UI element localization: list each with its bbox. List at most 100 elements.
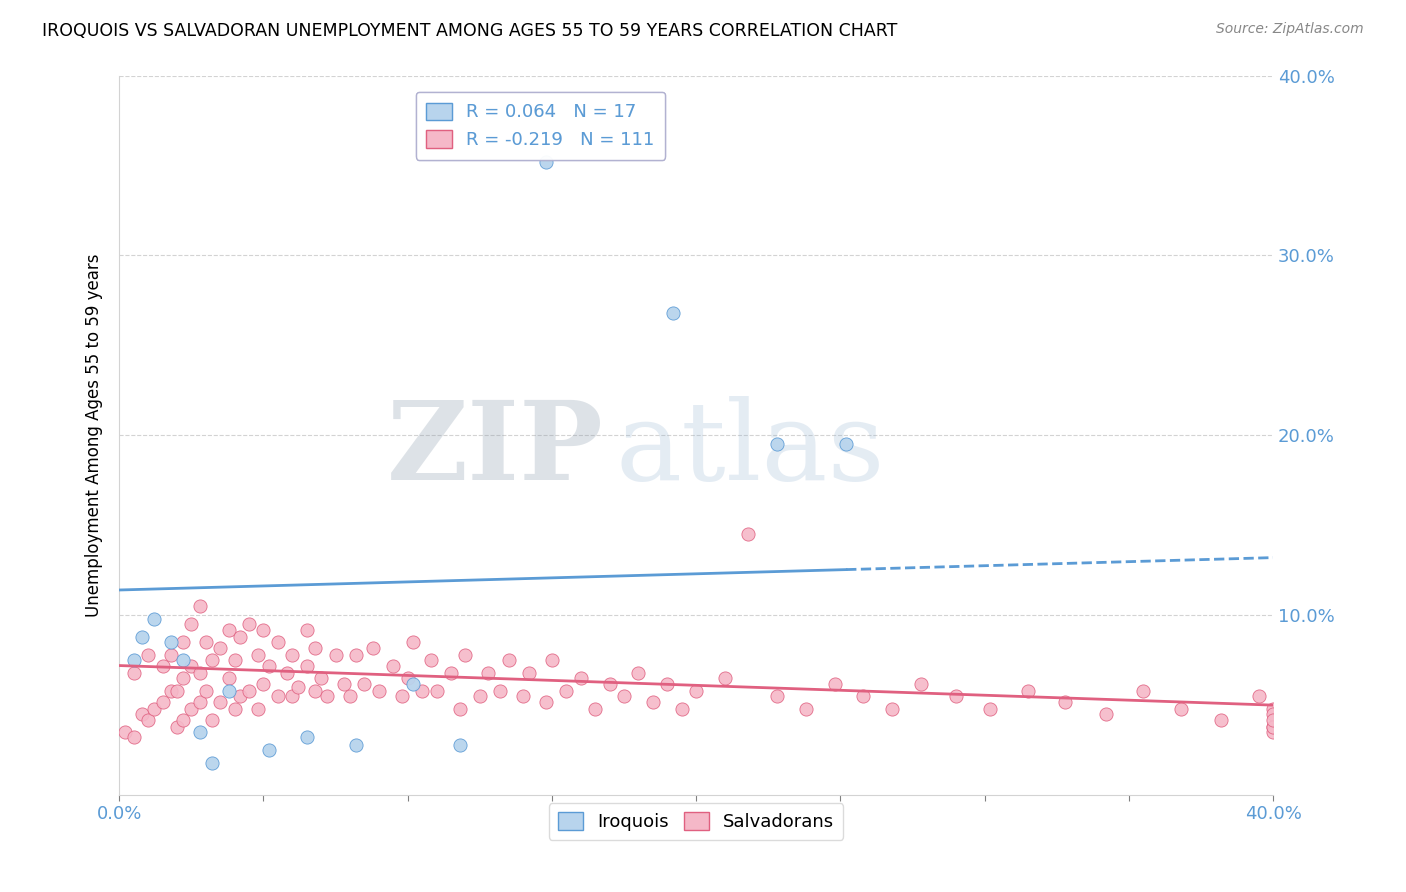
Point <box>662 306 685 320</box>
Point <box>136 648 159 662</box>
Point <box>114 725 136 739</box>
Point <box>1261 713 1284 727</box>
Point <box>160 648 183 662</box>
Point <box>160 683 183 698</box>
Point <box>252 676 274 690</box>
Point <box>122 665 145 680</box>
Point <box>353 676 375 690</box>
Point <box>160 635 183 649</box>
Point <box>613 689 636 703</box>
Point <box>200 756 222 770</box>
Point <box>1247 689 1270 703</box>
Point <box>246 702 269 716</box>
Point <box>180 658 202 673</box>
Point <box>641 694 664 708</box>
Point <box>304 683 326 698</box>
Point <box>1017 683 1039 698</box>
Point <box>599 676 621 690</box>
Point <box>361 640 384 655</box>
Point <box>910 676 932 690</box>
Point <box>419 653 441 667</box>
Legend: R = 0.064   N = 17, R = -0.219   N = 111: R = 0.064 N = 17, R = -0.219 N = 111 <box>416 92 665 160</box>
Point <box>339 689 361 703</box>
Point <box>166 720 188 734</box>
Point <box>824 676 846 690</box>
Point <box>152 658 174 673</box>
Point <box>209 694 232 708</box>
Point <box>402 635 425 649</box>
Point <box>252 623 274 637</box>
Point <box>194 683 217 698</box>
Point <box>852 689 875 703</box>
Point <box>281 689 304 703</box>
Point <box>287 680 309 694</box>
Point <box>411 683 433 698</box>
Point <box>224 702 246 716</box>
Point <box>188 665 211 680</box>
Point <box>477 665 499 680</box>
Point <box>1261 702 1284 716</box>
Point <box>979 702 1001 716</box>
Point <box>534 154 557 169</box>
Point <box>382 658 405 673</box>
Point <box>627 665 650 680</box>
Point <box>136 713 159 727</box>
Point <box>671 702 693 716</box>
Point <box>122 731 145 745</box>
Point <box>945 689 967 703</box>
Point <box>344 738 367 752</box>
Point <box>512 689 534 703</box>
Point <box>498 653 520 667</box>
Point <box>333 676 356 690</box>
Point <box>583 702 606 716</box>
Point <box>440 665 463 680</box>
Point <box>267 689 290 703</box>
Point <box>172 653 194 667</box>
Point <box>166 683 188 698</box>
Point <box>396 671 419 685</box>
Point <box>180 617 202 632</box>
Point <box>259 658 281 673</box>
Point <box>534 694 557 708</box>
Point <box>685 683 707 698</box>
Point <box>766 689 789 703</box>
Point <box>454 648 477 662</box>
Point <box>882 702 904 716</box>
Point <box>766 437 789 451</box>
Point <box>1094 707 1116 722</box>
Point <box>517 665 540 680</box>
Point <box>295 731 318 745</box>
Point <box>794 702 817 716</box>
Point <box>835 437 858 451</box>
Point <box>267 635 290 649</box>
Point <box>172 671 194 685</box>
Point <box>714 671 737 685</box>
Point <box>209 640 232 655</box>
Point <box>1261 720 1284 734</box>
Point <box>295 623 318 637</box>
Point <box>218 671 240 685</box>
Point <box>344 648 367 662</box>
Point <box>281 648 304 662</box>
Point <box>218 623 240 637</box>
Point <box>259 743 281 757</box>
Point <box>1261 720 1284 734</box>
Point <box>229 689 252 703</box>
Point <box>229 630 252 644</box>
Point <box>218 683 240 698</box>
Point <box>1170 702 1192 716</box>
Point <box>131 707 153 722</box>
Point <box>489 683 512 698</box>
Point <box>449 738 471 752</box>
Text: IROQUOIS VS SALVADORAN UNEMPLOYMENT AMONG AGES 55 TO 59 YEARS CORRELATION CHART: IROQUOIS VS SALVADORAN UNEMPLOYMENT AMON… <box>42 22 897 40</box>
Point <box>188 599 211 614</box>
Point <box>425 683 447 698</box>
Point <box>657 676 679 690</box>
Point <box>200 713 222 727</box>
Text: ZIP: ZIP <box>387 396 603 503</box>
Y-axis label: Unemployment Among Ages 55 to 59 years: Unemployment Among Ages 55 to 59 years <box>86 253 103 617</box>
Point <box>402 676 425 690</box>
Point <box>316 689 339 703</box>
Point <box>1261 725 1284 739</box>
Point <box>142 612 165 626</box>
